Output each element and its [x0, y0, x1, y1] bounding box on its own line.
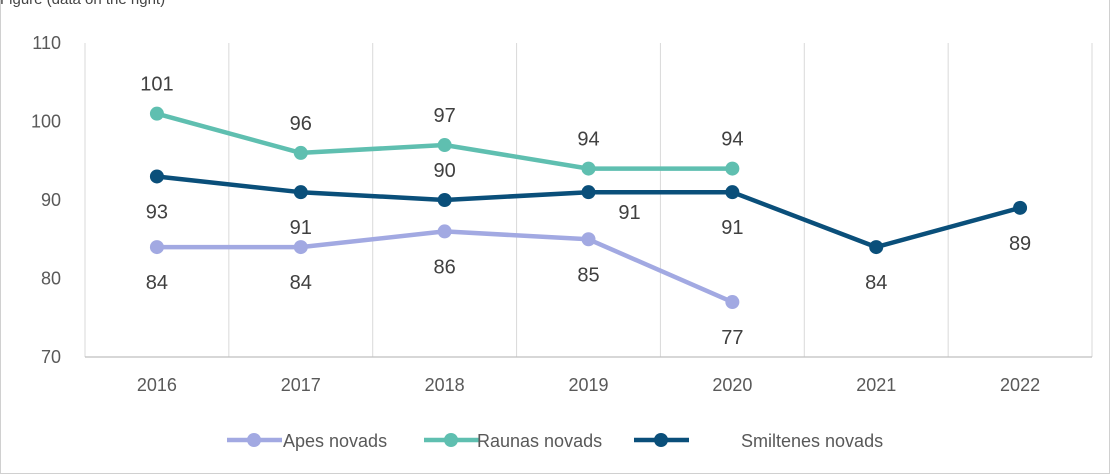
data-label: 93 [146, 201, 168, 223]
legend-label: Apes novads [283, 431, 387, 451]
x-axis: 2016 2017 2018 2019 2020 2021 2022 [137, 375, 1040, 395]
data-point [869, 240, 884, 255]
data-label: 90 [434, 160, 456, 182]
y-axis: 70 80 90 100 110 [31, 33, 61, 367]
series-group [149, 106, 1028, 310]
data-point [149, 169, 164, 184]
data-point [149, 106, 164, 121]
data-label: 91 [618, 202, 640, 224]
legend-item: Smiltenes novads [634, 431, 883, 451]
x-tick-label: 2016 [137, 375, 177, 395]
legend-label: Smiltenes novads [741, 431, 883, 451]
y-tick-label: 100 [31, 112, 61, 132]
data-label: 85 [577, 264, 599, 286]
data-label: 91 [290, 217, 312, 239]
legend-marker [247, 433, 261, 447]
legend-item: Raunas novads [424, 431, 602, 451]
y-tick-label: 70 [41, 347, 61, 367]
data-label: 86 [434, 256, 456, 278]
data-point [581, 185, 596, 200]
y-tick-label: 80 [41, 269, 61, 289]
data-label: 97 [434, 105, 456, 127]
data-label: 91 [721, 217, 743, 239]
data-label: 84 [146, 272, 168, 294]
x-tick-label: 2021 [856, 375, 896, 395]
data-point [581, 161, 596, 176]
x-tick-label: 2019 [568, 375, 608, 395]
y-tick-label: 110 [32, 33, 61, 53]
x-tick-label: 2020 [712, 375, 752, 395]
data-point [437, 138, 452, 153]
gridlines [84, 43, 1093, 358]
data-labels: 84 84 86 85 77 101 96 97 94 94 93 91 90 91 91 84 89 [140, 74, 1031, 349]
data-point [725, 295, 740, 310]
legend-item: Apes novads [227, 431, 387, 451]
data-point [293, 145, 308, 160]
data-label: 96 [290, 113, 312, 135]
data-point [1013, 200, 1028, 215]
data-point [293, 185, 308, 200]
data-label: 94 [721, 129, 743, 151]
data-point [437, 224, 452, 239]
x-tick-label: 2017 [281, 375, 321, 395]
y-tick-label: 90 [41, 190, 61, 210]
legend-marker [654, 433, 668, 447]
data-point [437, 193, 452, 207]
x-tick-label: 2022 [1000, 375, 1040, 395]
x-tick-label: 2018 [425, 375, 465, 395]
data-label: 94 [577, 129, 599, 151]
legend: Apes novads Raunas novads Smiltenes novads [227, 431, 883, 451]
data-point [149, 240, 164, 255]
data-point [725, 161, 740, 176]
data-point [581, 232, 596, 247]
figure-caption: Figure (data on the right) [0, 0, 165, 9]
data-label: 77 [721, 327, 743, 349]
data-label: 84 [290, 272, 312, 294]
legend-marker [444, 433, 458, 447]
data-point [725, 185, 740, 200]
data-label: 84 [865, 272, 887, 294]
data-point [293, 240, 308, 255]
data-label: 101 [140, 74, 173, 96]
legend-label: Raunas novads [477, 431, 602, 451]
data-label: 89 [1009, 233, 1031, 255]
